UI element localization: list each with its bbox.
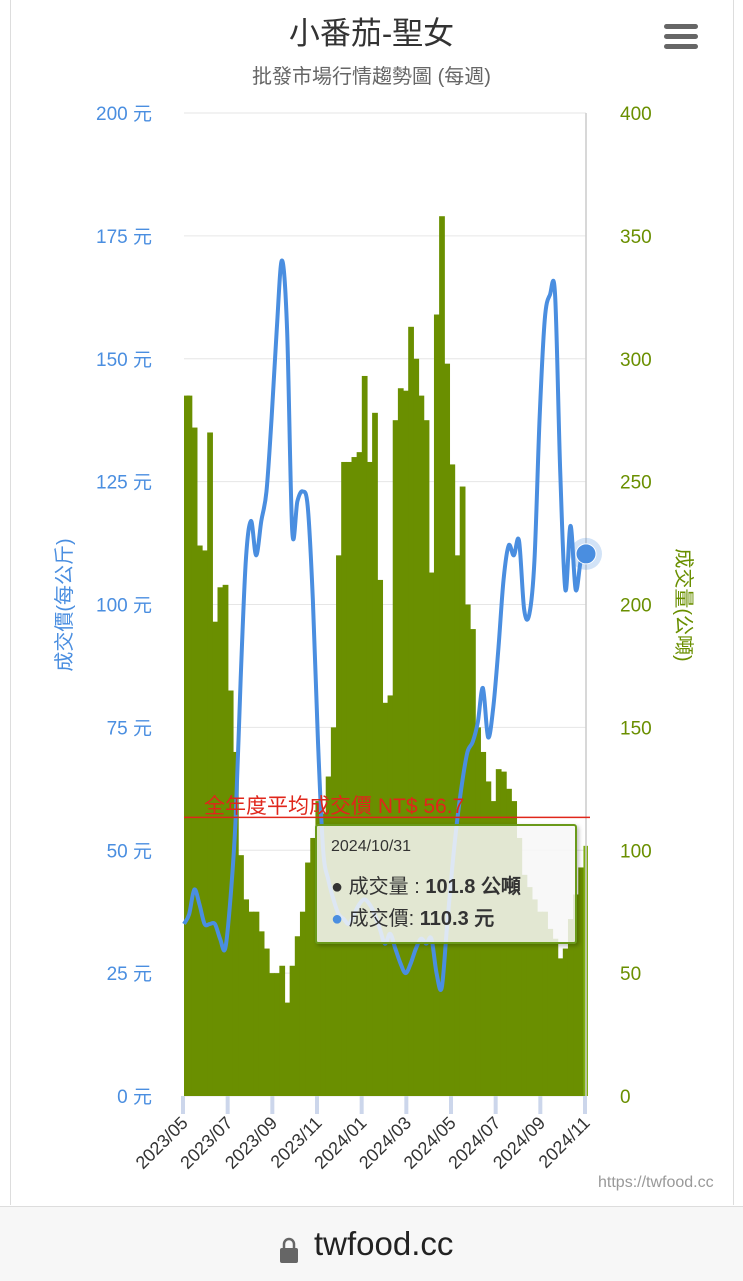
volume-bar <box>310 837 317 1096</box>
right-tick-label: 50 <box>620 964 641 985</box>
volume-bar <box>305 862 311 1096</box>
chart-subtitle: 批發市場行情趨勢圖 (每週) <box>252 66 491 88</box>
volume-bar <box>567 919 574 1096</box>
left-tick-label: 175 元 <box>96 227 152 248</box>
volume-bar <box>274 973 280 1096</box>
right-tick-label: 350 <box>620 227 652 248</box>
volume-bar <box>294 936 301 1096</box>
browser-address-bar[interactable]: twfood.cc <box>0 1206 743 1281</box>
volume-bar <box>207 432 213 1097</box>
volume-bar <box>552 938 559 1096</box>
volume-bar <box>423 420 430 1096</box>
volume-bar <box>299 911 306 1096</box>
tooltip-date: 2024/10/31 <box>331 838 412 855</box>
chart-title: 小番茄-聖女 <box>288 16 455 51</box>
volume-bar <box>413 358 420 1096</box>
left-tick-label: 200 元 <box>96 104 152 125</box>
left-tick-label: 125 元 <box>96 473 152 494</box>
volume-bar <box>490 801 497 1096</box>
volume-bar <box>284 1002 291 1096</box>
right-tick-label: 300 <box>620 350 652 371</box>
url-text: twfood.cc <box>314 1225 454 1262</box>
volume-bar <box>562 948 569 1096</box>
volume-bar <box>403 390 409 1096</box>
lock-icon <box>280 1237 298 1263</box>
left-tick-label: 50 元 <box>107 841 152 862</box>
volume-bar <box>557 958 564 1096</box>
tooltip-price: ● 成交價: 110.3 元 <box>331 908 495 930</box>
volume-bar <box>418 395 425 1096</box>
volume-bar <box>253 911 260 1096</box>
volume-bar <box>366 461 373 1097</box>
left-tick-label: 0 元 <box>117 1087 152 1108</box>
volume-bar <box>186 395 193 1096</box>
average-line-label: 全年度平均成交價 NT$ 56.7 <box>204 795 465 818</box>
volume-bar <box>392 420 399 1096</box>
volume-bar <box>351 457 358 1096</box>
volume-bar <box>356 452 363 1096</box>
volume-bar <box>243 899 250 1096</box>
volume-bar <box>269 973 275 1096</box>
volume-bar <box>573 894 579 1096</box>
tooltip-price-value: 110.3 元 <box>419 908 495 930</box>
tooltip-volume: ● 成交量 : 101.8 公噸 <box>331 876 521 898</box>
volume-bar <box>346 461 353 1097</box>
tooltip: 2024/10/31 ● 成交量 : 101.8 公噸 ● 成交價: 110.3… <box>315 824 577 944</box>
tooltip-price-label: 成交價: <box>348 908 420 930</box>
chart-svg: 0 元 25 元 50 元 75 元 100 元 125 元 150 元 175 元 200 元… <box>53 104 695 1173</box>
volume-bar <box>397 388 404 1096</box>
volume-bar <box>320 813 327 1096</box>
left-axis-title: 成交價(每公斤) <box>53 538 76 671</box>
volume-bar <box>341 461 347 1097</box>
volume-bar <box>578 867 585 1096</box>
volume-bar <box>547 928 554 1096</box>
left-tick-label: 100 元 <box>96 596 152 617</box>
left-tick-label: 75 元 <box>107 718 152 739</box>
volume-bar <box>433 314 440 1096</box>
volume-bar <box>191 427 198 1096</box>
volume-bar <box>238 855 244 1096</box>
hamburger-icon[interactable] <box>664 24 698 50</box>
right-tick-label: 150 <box>620 718 652 739</box>
volume-bar <box>526 887 533 1096</box>
right-tick-label: 100 <box>620 841 652 862</box>
volume-bar <box>196 545 203 1096</box>
volume-bar <box>408 326 414 1096</box>
volume-bar <box>521 874 528 1096</box>
volume-bar <box>315 801 322 1096</box>
volume-bar <box>263 948 270 1096</box>
left-tick-label: 150 元 <box>96 350 152 371</box>
volume-bar <box>258 931 265 1096</box>
right-tick-label: 200 <box>620 596 652 617</box>
right-tick-label: 400 <box>620 104 652 125</box>
left-tick-label: 25 元 <box>107 964 152 985</box>
volume-bar <box>511 801 518 1096</box>
right-tick-label: 250 <box>620 473 652 494</box>
volume-bar <box>449 464 456 1096</box>
volume-bar <box>202 550 208 1096</box>
volume-bar <box>232 751 239 1096</box>
volume-bar <box>279 965 286 1096</box>
volume-bar <box>537 911 543 1096</box>
volume-bar <box>222 584 229 1096</box>
volume-bar <box>542 911 548 1096</box>
right-axis-title: 成交量(公噸) <box>672 548 695 661</box>
volume-bar <box>217 587 224 1096</box>
volume-bar <box>361 375 368 1096</box>
right-tick-label: 0 <box>620 1087 631 1108</box>
volume-bar <box>248 911 255 1096</box>
volume-bar <box>444 363 451 1096</box>
tooltip-volume-value: 101.8 公噸 <box>425 876 521 898</box>
volume-bar <box>516 837 523 1096</box>
volume-bar <box>531 899 538 1096</box>
chart-card <box>10 0 734 1205</box>
volume-bar <box>212 621 219 1096</box>
volume-bar <box>439 216 445 1097</box>
volume-bar <box>372 412 378 1096</box>
volume-bar <box>289 965 296 1096</box>
tooltip-volume-label: 成交量 : <box>348 876 426 898</box>
credit-link[interactable]: https://twfood.cc <box>598 1174 714 1191</box>
price-point-highlight <box>575 543 597 565</box>
